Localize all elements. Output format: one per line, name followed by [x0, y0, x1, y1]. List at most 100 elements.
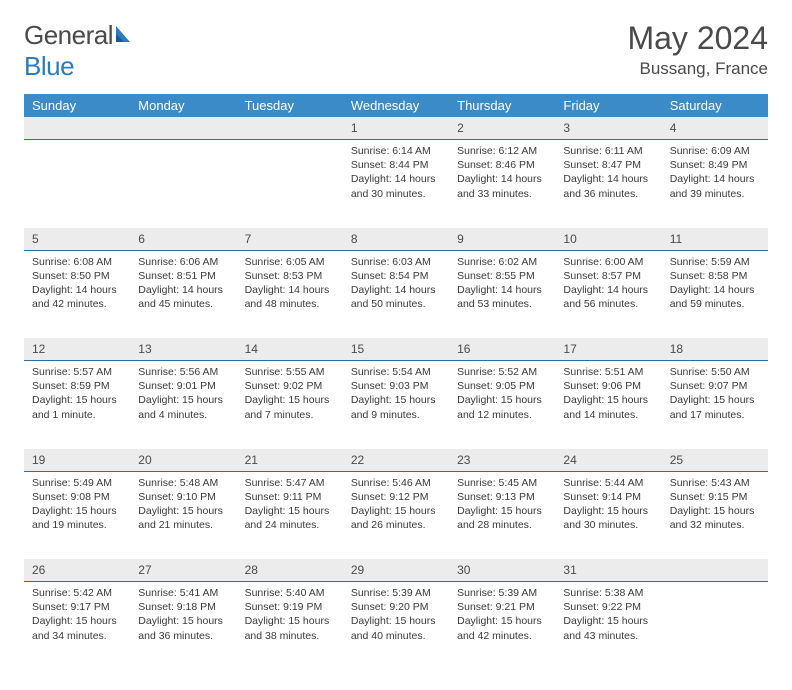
sunrise-line: Sunrise: 5:56 AM: [138, 365, 228, 379]
sunrise-line: Sunrise: 5:46 AM: [351, 476, 441, 490]
sunset-line: Sunset: 9:21 PM: [457, 600, 547, 614]
day-details: Sunrise: 5:44 AMSunset: 9:14 PMDaylight:…: [555, 472, 661, 539]
daylight-line: Daylight: 14 hours and 30 minutes.: [351, 172, 441, 200]
sunrise-line: Sunrise: 6:11 AM: [563, 144, 653, 158]
sunrise-line: Sunrise: 6:08 AM: [32, 255, 122, 269]
day-details: Sunrise: 5:39 AMSunset: 9:20 PMDaylight:…: [343, 582, 449, 649]
day-number: 7: [245, 232, 252, 246]
day-number: 28: [245, 563, 258, 577]
day-number-cell: 11: [662, 228, 768, 251]
sunrise-line: Sunrise: 5:54 AM: [351, 365, 441, 379]
sunrise-line: Sunrise: 6:05 AM: [245, 255, 335, 269]
daylight-line: Daylight: 14 hours and 50 minutes.: [351, 283, 441, 311]
day-number: 12: [32, 342, 45, 356]
day-details: Sunrise: 5:38 AMSunset: 9:22 PMDaylight:…: [555, 582, 661, 649]
day-number: 24: [563, 453, 576, 467]
day-cell: Sunrise: 6:11 AMSunset: 8:47 PMDaylight:…: [555, 140, 661, 228]
day-details: Sunrise: 5:41 AMSunset: 9:18 PMDaylight:…: [130, 582, 236, 649]
day-cell: Sunrise: 5:51 AMSunset: 9:06 PMDaylight:…: [555, 361, 661, 449]
day-cell: Sunrise: 5:44 AMSunset: 9:14 PMDaylight:…: [555, 471, 661, 559]
day-number: 10: [563, 232, 576, 246]
day-number: 18: [670, 342, 683, 356]
day-number: 2: [457, 121, 464, 135]
day-number: 1: [351, 121, 358, 135]
sunrise-line: Sunrise: 5:44 AM: [563, 476, 653, 490]
day-number: 27: [138, 563, 151, 577]
day-details: Sunrise: 5:54 AMSunset: 9:03 PMDaylight:…: [343, 361, 449, 428]
sunset-line: Sunset: 8:54 PM: [351, 269, 441, 283]
sunset-line: Sunset: 9:12 PM: [351, 490, 441, 504]
sunset-line: Sunset: 9:22 PM: [563, 600, 653, 614]
day-details: Sunrise: 6:02 AMSunset: 8:55 PMDaylight:…: [449, 251, 555, 318]
day-number-cell: 5: [24, 228, 130, 251]
sunrise-line: Sunrise: 5:52 AM: [457, 365, 547, 379]
day-details: Sunrise: 5:45 AMSunset: 9:13 PMDaylight:…: [449, 472, 555, 539]
day-number: 17: [563, 342, 576, 356]
sunrise-line: Sunrise: 6:00 AM: [563, 255, 653, 269]
sunrise-line: Sunrise: 5:42 AM: [32, 586, 122, 600]
empty-cell: [237, 117, 343, 140]
day-number-cell: 25: [662, 449, 768, 472]
sunrise-line: Sunrise: 6:12 AM: [457, 144, 547, 158]
day-header: Monday: [130, 94, 236, 117]
day-number-cell: 15: [343, 338, 449, 361]
day-content-row: Sunrise: 6:14 AMSunset: 8:44 PMDaylight:…: [24, 140, 768, 228]
sunrise-line: Sunrise: 6:02 AM: [457, 255, 547, 269]
empty-cell: [662, 582, 768, 670]
day-number-row: 1234: [24, 117, 768, 140]
sunset-line: Sunset: 9:19 PM: [245, 600, 335, 614]
sunset-line: Sunset: 8:55 PM: [457, 269, 547, 283]
day-cell: Sunrise: 6:05 AMSunset: 8:53 PMDaylight:…: [237, 250, 343, 338]
day-content-row: Sunrise: 5:49 AMSunset: 9:08 PMDaylight:…: [24, 471, 768, 559]
day-cell: Sunrise: 5:48 AMSunset: 9:10 PMDaylight:…: [130, 471, 236, 559]
empty-cell: [237, 140, 343, 228]
empty-cell: [130, 140, 236, 228]
daylight-line: Daylight: 15 hours and 4 minutes.: [138, 393, 228, 421]
day-number: 25: [670, 453, 683, 467]
sail-icon: [114, 20, 136, 51]
day-number: 29: [351, 563, 364, 577]
sunrise-line: Sunrise: 5:49 AM: [32, 476, 122, 490]
daylight-line: Daylight: 15 hours and 43 minutes.: [563, 614, 653, 642]
day-number-cell: 1: [343, 117, 449, 140]
day-cell: Sunrise: 5:42 AMSunset: 9:17 PMDaylight:…: [24, 582, 130, 670]
day-cell: Sunrise: 6:00 AMSunset: 8:57 PMDaylight:…: [555, 250, 661, 338]
daylight-line: Daylight: 14 hours and 42 minutes.: [32, 283, 122, 311]
day-number: 14: [245, 342, 258, 356]
sunset-line: Sunset: 8:49 PM: [670, 158, 760, 172]
day-cell: Sunrise: 5:50 AMSunset: 9:07 PMDaylight:…: [662, 361, 768, 449]
daylight-line: Daylight: 15 hours and 7 minutes.: [245, 393, 335, 421]
day-details: Sunrise: 5:57 AMSunset: 8:59 PMDaylight:…: [24, 361, 130, 428]
month-title: May 2024: [627, 20, 768, 57]
daylight-line: Daylight: 15 hours and 38 minutes.: [245, 614, 335, 642]
daylight-line: Daylight: 15 hours and 40 minutes.: [351, 614, 441, 642]
day-cell: Sunrise: 6:06 AMSunset: 8:51 PMDaylight:…: [130, 250, 236, 338]
day-number-cell: 22: [343, 449, 449, 472]
day-cell: Sunrise: 5:45 AMSunset: 9:13 PMDaylight:…: [449, 471, 555, 559]
day-content-row: Sunrise: 5:57 AMSunset: 8:59 PMDaylight:…: [24, 361, 768, 449]
day-number: 21: [245, 453, 258, 467]
day-header: Tuesday: [237, 94, 343, 117]
day-cell: Sunrise: 5:56 AMSunset: 9:01 PMDaylight:…: [130, 361, 236, 449]
day-details: Sunrise: 6:00 AMSunset: 8:57 PMDaylight:…: [555, 251, 661, 318]
day-details: Sunrise: 5:55 AMSunset: 9:02 PMDaylight:…: [237, 361, 343, 428]
daylight-line: Daylight: 14 hours and 48 minutes.: [245, 283, 335, 311]
day-number-cell: 13: [130, 338, 236, 361]
day-number-row: 567891011: [24, 228, 768, 251]
day-cell: Sunrise: 6:02 AMSunset: 8:55 PMDaylight:…: [449, 250, 555, 338]
day-cell: Sunrise: 5:40 AMSunset: 9:19 PMDaylight:…: [237, 582, 343, 670]
day-number-cell: 10: [555, 228, 661, 251]
day-cell: Sunrise: 5:39 AMSunset: 9:21 PMDaylight:…: [449, 582, 555, 670]
daylight-line: Daylight: 15 hours and 21 minutes.: [138, 504, 228, 532]
sunset-line: Sunset: 9:05 PM: [457, 379, 547, 393]
logo: GeneralBlue: [24, 20, 136, 82]
calendar-table: SundayMondayTuesdayWednesdayThursdayFrid…: [24, 94, 768, 670]
sunrise-line: Sunrise: 5:38 AM: [563, 586, 653, 600]
daylight-line: Daylight: 15 hours and 17 minutes.: [670, 393, 760, 421]
daylight-line: Daylight: 14 hours and 56 minutes.: [563, 283, 653, 311]
day-details: Sunrise: 6:11 AMSunset: 8:47 PMDaylight:…: [555, 140, 661, 207]
day-details: Sunrise: 5:51 AMSunset: 9:06 PMDaylight:…: [555, 361, 661, 428]
day-details: Sunrise: 5:43 AMSunset: 9:15 PMDaylight:…: [662, 472, 768, 539]
day-number: 31: [563, 563, 576, 577]
daylight-line: Daylight: 14 hours and 59 minutes.: [670, 283, 760, 311]
